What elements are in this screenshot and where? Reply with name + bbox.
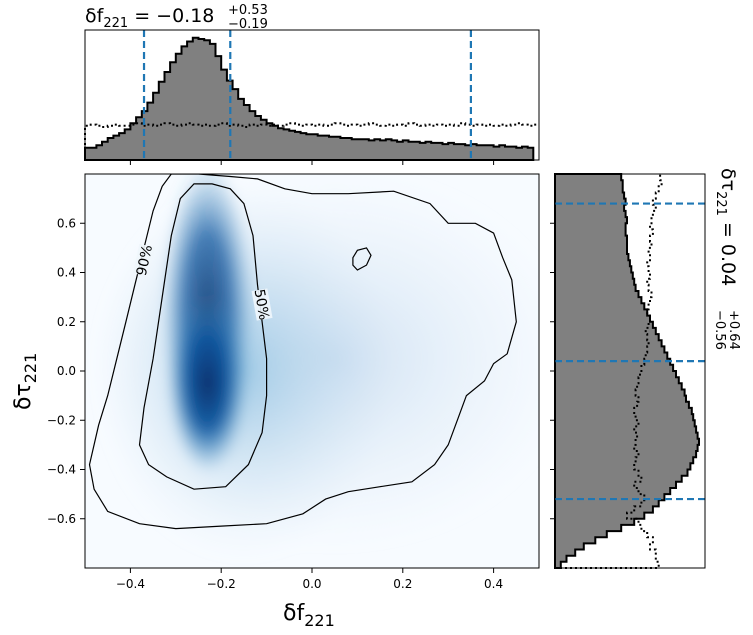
right-histogram-panel <box>550 173 706 569</box>
x-tick-label: 0.2 <box>393 577 412 591</box>
contour-line-3 <box>352 247 372 271</box>
top-title-symbol: δf <box>85 5 105 27</box>
x-axis-label-symbol: δf <box>283 601 305 626</box>
y-axis-label: δτ221 <box>11 353 40 410</box>
svg-text:δf221: δf221 <box>283 601 335 630</box>
right-posterior-histogram <box>554 173 700 569</box>
top-title: δf221 = −0.18 +0.53 −0.19 <box>85 3 268 32</box>
main-density-panel: 90% 50% −0.4 −0.2 0.0 0.2 0.4 −0.6 −0.4 −0.2 0.0… <box>47 173 540 591</box>
top-title-value: = −0.18 <box>128 5 214 27</box>
right-title-subscript: 221 <box>713 191 728 216</box>
contour-label-2: 50% <box>250 288 271 321</box>
top-prior-histogram <box>84 122 539 160</box>
x-axis-label-subscript: 221 <box>304 611 335 630</box>
y-axis-label-symbol: δτ <box>11 383 36 410</box>
right-histogram-frame <box>554 173 706 569</box>
y-tick-label: 0.0 <box>57 364 76 378</box>
y-tick-label: −0.6 <box>47 512 76 526</box>
right-title-value: = 0.04 <box>717 216 739 286</box>
right-prior-histogram <box>555 174 663 569</box>
y-tick-label: −0.4 <box>47 463 76 477</box>
top-histogram-ticks <box>129 160 495 165</box>
top-title-upper-error: +0.53 <box>228 3 268 18</box>
right-histogram-ticks <box>550 222 555 520</box>
contour-labels: 90% 50% <box>133 244 273 321</box>
top-histogram-frame <box>84 29 540 161</box>
x-axis-label: δf221 <box>283 601 335 630</box>
top-histogram-panel <box>84 29 540 165</box>
contour-line-2 <box>88 174 517 530</box>
right-histogram-bars <box>554 173 705 569</box>
right-title-symbol: δτ <box>717 168 739 191</box>
top-title-subscript: 221 <box>103 16 128 31</box>
x-axis: −0.4 −0.2 0.0 0.2 0.4 <box>116 568 503 591</box>
x-tick-label: −0.4 <box>116 577 145 591</box>
top-title-lower-error: −0.19 <box>228 17 268 32</box>
x-tick-label: 0.0 <box>302 577 321 591</box>
right-title-upper-error: +0.64 <box>726 310 741 350</box>
right-title-lower-error: −0.56 <box>712 310 727 350</box>
svg-text:δf221 = −0.18: δf221 = −0.18 <box>85 5 214 31</box>
contour-label-1: 90% <box>134 244 156 278</box>
density-heatmap <box>93 174 539 561</box>
y-axis-label-subscript: 221 <box>21 353 40 384</box>
y-tick-label: 0.6 <box>57 216 76 230</box>
heatmap-peak <box>167 293 248 474</box>
x-tick-label: −0.2 <box>207 577 236 591</box>
density-contours <box>88 174 517 530</box>
svg-text:δτ221 = 0.04: δτ221 = 0.04 <box>713 168 739 286</box>
y-tick-label: 0.4 <box>57 266 76 280</box>
right-title: δτ221 = 0.04 +0.64 −0.56 <box>712 168 741 350</box>
contour-line-1 <box>138 183 268 490</box>
y-tick-label: −0.2 <box>47 413 76 427</box>
y-axis: −0.6 −0.4 −0.2 0.0 0.2 0.4 0.6 <box>47 216 85 526</box>
y-tick-label: 0.2 <box>57 315 76 329</box>
svg-text:δτ221: δτ221 <box>11 353 40 410</box>
top-posterior-histogram <box>84 36 535 161</box>
top-histogram-bars <box>84 30 539 161</box>
x-tick-label: 0.4 <box>484 577 503 591</box>
